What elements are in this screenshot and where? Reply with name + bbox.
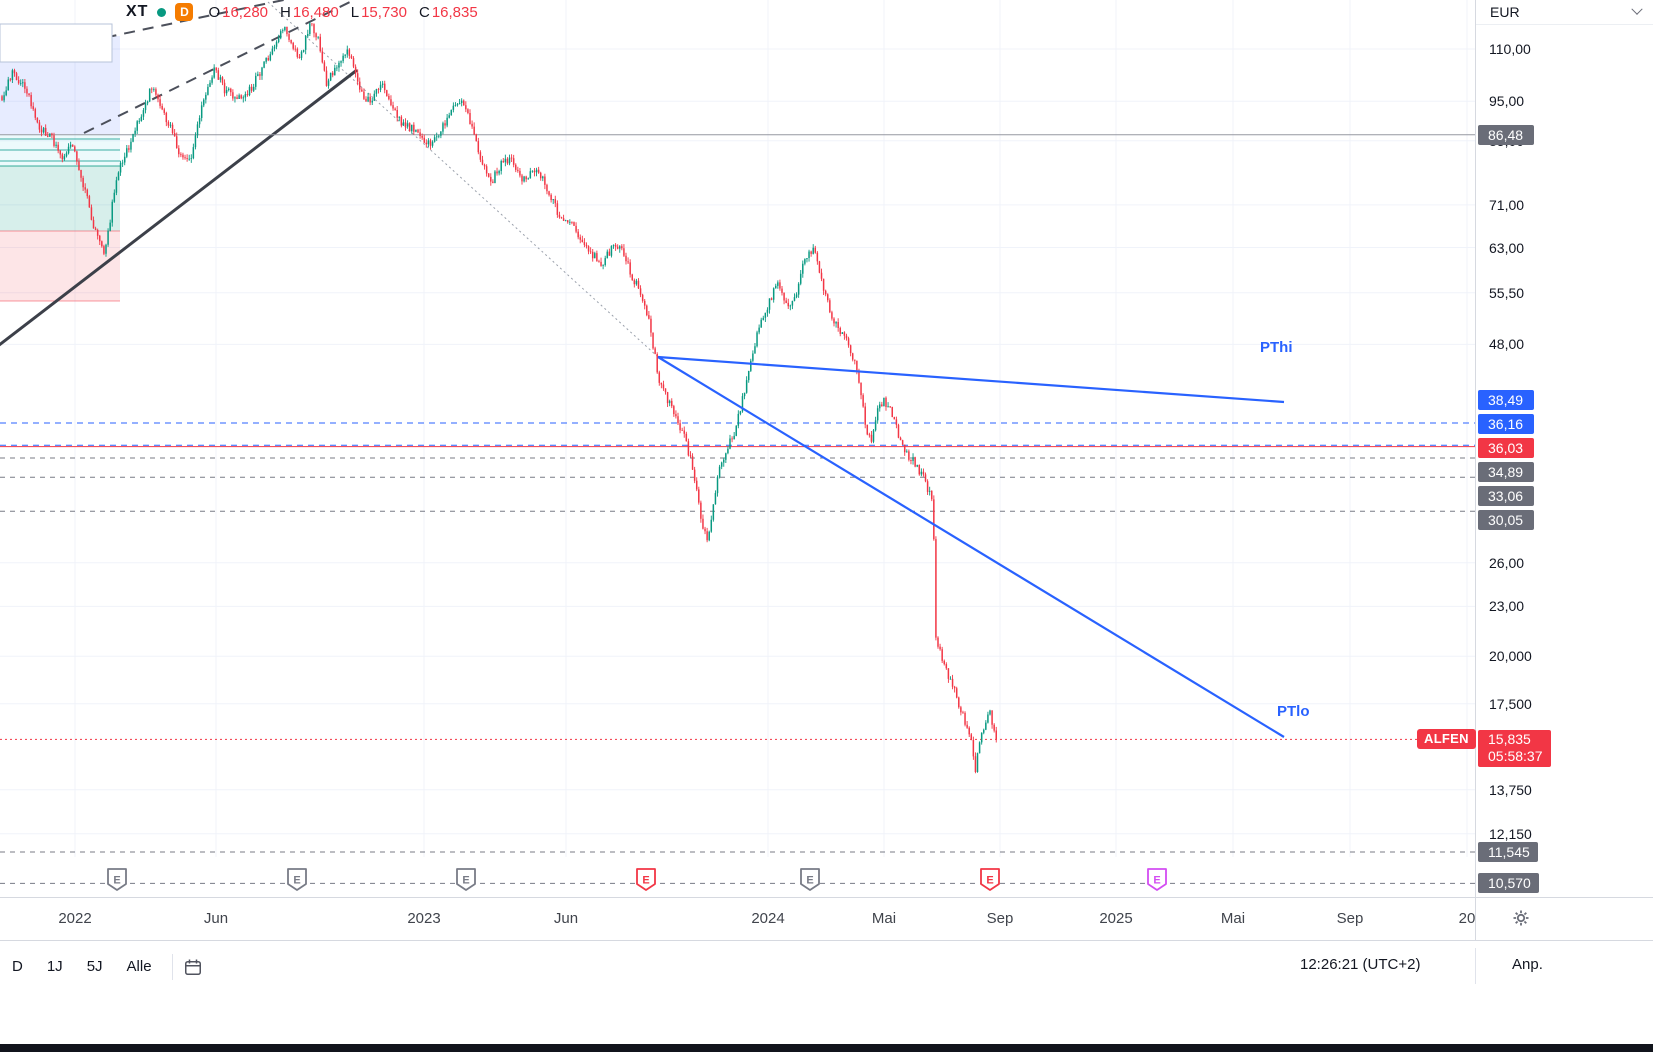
adjust-button[interactable]: Anp. xyxy=(1512,956,1543,973)
svg-text:E: E xyxy=(1153,875,1160,887)
close-value: C 16,835 xyxy=(418,3,478,21)
price-axis[interactable]: 110,0095,0086,4885,0071,0063,0055,5048,0… xyxy=(1476,0,1653,897)
price-axis-badge: 30,05 xyxy=(1478,510,1534,531)
candlestick-series[interactable] xyxy=(1,22,997,774)
projection-tool[interactable] xyxy=(0,36,120,302)
range-button-5j[interactable]: 5J xyxy=(86,958,103,975)
trendline-dashed-upper[interactable] xyxy=(0,0,312,61)
high-value: H 16,480 xyxy=(280,3,339,21)
symbol-title-fragment: XT xyxy=(126,3,149,20)
symbol-price-chip: ALFEN xyxy=(1417,729,1476,750)
time-axis-tick: Jun xyxy=(553,910,579,927)
price-axis-tick: 48,00 xyxy=(1489,336,1525,353)
price-axis-tick: 95,00 xyxy=(1489,93,1525,110)
earnings-marker[interactable]: E xyxy=(287,868,307,891)
price-axis-badge: 86,48 xyxy=(1478,124,1534,145)
trendline-pthi[interactable]: PThi xyxy=(657,339,1293,404)
price-axis-tick: 110,00 xyxy=(1489,41,1531,57)
earnings-marker[interactable]: E xyxy=(456,868,476,891)
price-axis-tick: 23,00 xyxy=(1489,598,1525,615)
price-axis-badge: 11,545 xyxy=(1478,841,1538,862)
bottom-toolbar: D 1J 5J Alle xyxy=(0,940,1653,992)
range-button-alle[interactable]: Alle xyxy=(126,958,152,975)
svg-text:E: E xyxy=(986,875,993,887)
low-value: L 15,730 xyxy=(350,3,407,21)
time-axis[interactable]: 2022 Jun 2023 Jun 2024 Mai Sep 2025 Mai Sep 20 xyxy=(0,897,1653,940)
price-axis-tick: 17,500 xyxy=(1489,695,1532,712)
time-axis-tick: Sep xyxy=(1336,910,1364,927)
time-axis-tick: 2022 xyxy=(58,910,92,927)
price-axis-tick: 71,00 xyxy=(1489,196,1525,213)
price-axis-badge: 38,49 xyxy=(1478,390,1534,411)
calendar-icon xyxy=(184,959,201,975)
trendline-solid-dark[interactable] xyxy=(0,68,358,349)
symbol-legend[interactable]: XT D O 16,280 H 16,480 L 15,730 C 16,835 xyxy=(126,2,478,22)
svg-text:E: E xyxy=(806,875,813,887)
open-value: O 16,280 xyxy=(208,3,269,21)
price-axis-badge: 36,16 xyxy=(1478,414,1534,435)
gear-icon[interactable] xyxy=(1512,909,1530,927)
range-buttons: D 1J 5J Alle xyxy=(0,953,162,980)
drawing-label-box[interactable] xyxy=(0,23,113,63)
svg-text:E: E xyxy=(113,875,120,887)
toolbar-right-divider xyxy=(1475,948,1476,984)
earnings-marker[interactable]: E xyxy=(636,868,656,891)
time-axis-tick: Mai xyxy=(1220,910,1246,927)
price-axis-badge: 33,06 xyxy=(1478,486,1534,507)
price-axis-badge: 34,89 xyxy=(1478,462,1534,483)
time-axis-tick: 2025 xyxy=(1099,910,1133,927)
earnings-marker[interactable]: E xyxy=(980,868,1000,891)
current-price-value: 15,835 xyxy=(1488,731,1531,748)
grid xyxy=(0,0,1475,857)
trendline-label: PTlo xyxy=(1277,703,1310,720)
range-button-1j[interactable]: 1J xyxy=(46,958,63,975)
time-axis-tick: Mai xyxy=(871,910,897,927)
currency-label: EUR xyxy=(1490,4,1520,20)
market-status-icon xyxy=(157,7,167,17)
price-axis-badge: 10,570 xyxy=(1478,873,1539,894)
guide-dotted-line[interactable] xyxy=(267,1,659,358)
ohlc-values: O 16,280 H 16,480 L 15,730 C 16,835 xyxy=(208,4,477,21)
trendline-ptlo[interactable]: PTlo xyxy=(657,356,1310,738)
go-to-date-button[interactable] xyxy=(183,957,203,977)
price-axis-tick: 13,750 xyxy=(1489,781,1532,798)
earnings-marker[interactable]: E xyxy=(1147,868,1167,891)
clock[interactable]: 12:26:21 (UTC+2) xyxy=(1300,956,1421,973)
price-axis-tick: 20,000 xyxy=(1489,648,1532,665)
price-axis-badge: 36,03 xyxy=(1478,438,1534,459)
chart-canvas[interactable]: PThi PTlo E E E E E E E xyxy=(0,0,1475,897)
price-axis-tick: 55,50 xyxy=(1489,284,1525,301)
time-axis-tick: 2023 xyxy=(407,910,441,927)
time-axis-tick: Jun xyxy=(203,910,229,927)
delayed-data-icon[interactable]: D xyxy=(175,3,194,21)
trendline-label: PThi xyxy=(1260,339,1293,356)
earnings-marker[interactable]: E xyxy=(107,868,127,891)
bottom-edge-strip xyxy=(0,1044,1653,1052)
chevron-down-icon xyxy=(1631,3,1643,15)
range-button-d[interactable]: D xyxy=(12,958,23,975)
bar-countdown: 05:58:37 xyxy=(1488,748,1543,765)
toolbar-divider xyxy=(171,953,173,980)
price-axis-tick: 63,00 xyxy=(1489,239,1525,256)
time-axis-tick: Sep xyxy=(986,910,1014,927)
svg-text:E: E xyxy=(642,875,649,887)
svg-text:E: E xyxy=(293,875,300,887)
time-axis-tick: 20 xyxy=(1458,910,1476,927)
currency-selector[interactable]: EUR xyxy=(1476,0,1653,25)
price-axis-separator xyxy=(1475,0,1476,940)
chart-plot-area[interactable]: PThi PTlo E E E E E E E xyxy=(0,0,1475,897)
trendline-dashed-lower[interactable] xyxy=(83,0,355,134)
time-axis-tick: 2024 xyxy=(751,910,785,927)
price-axis-tick: 12,150 xyxy=(1489,825,1532,842)
earnings-marker[interactable]: E xyxy=(800,868,820,891)
current-price-badge: 15,835 05:58:37 xyxy=(1478,730,1551,768)
price-axis-tick: 26,00 xyxy=(1489,554,1525,571)
svg-text:E: E xyxy=(462,875,469,887)
